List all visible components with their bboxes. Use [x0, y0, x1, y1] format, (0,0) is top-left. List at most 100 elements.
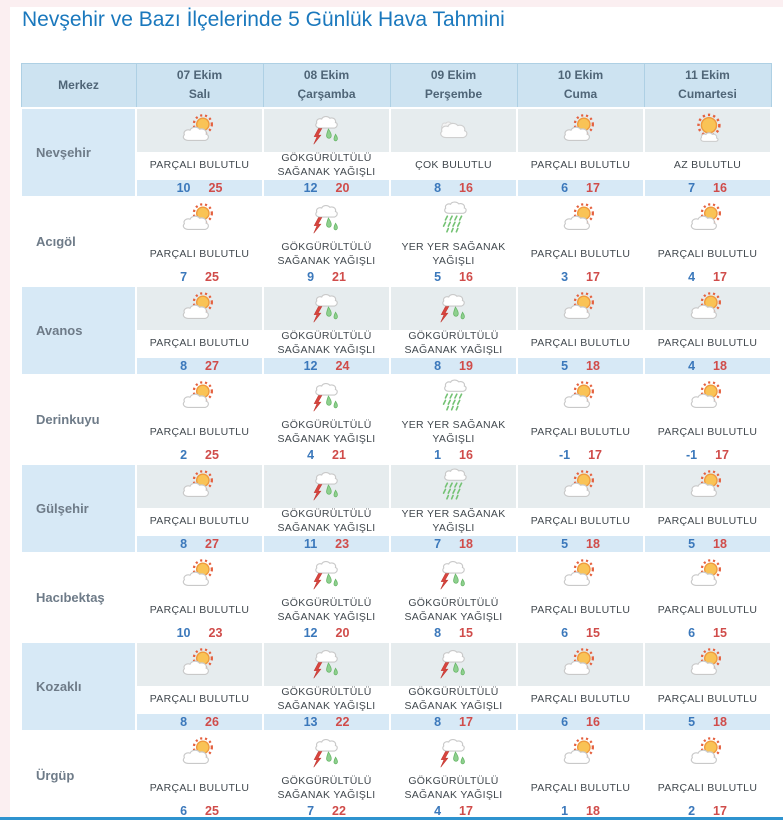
- temperature-row: 5 18: [645, 713, 770, 730]
- district-name: Ürgüp: [36, 767, 75, 783]
- condition-label: PARÇALI BULUTLU: [137, 596, 262, 625]
- table-row-urgup: Ürgüp PARÇALI BULUTLU 6 25 GÖKGÜRÜLTÜLÜ …: [20, 729, 772, 820]
- min-temperature: 5: [561, 358, 569, 373]
- forecast-cell: GÖKGÜRÜLTÜLÜ SAĞANAK YAĞIŞLI 12 24: [262, 284, 391, 376]
- condition-label: YER YER SAĞANAK YAĞIŞLI: [391, 418, 516, 447]
- max-temperature: 16: [459, 269, 473, 284]
- max-temperature: 18: [713, 714, 727, 729]
- partly-cloudy-icon: [685, 646, 731, 682]
- forecast-cell: PARÇALI BULUTLU 10 25: [135, 106, 264, 198]
- temperature-row: 5 16: [391, 268, 516, 285]
- temperature-row: 12 20: [264, 624, 389, 641]
- temperature-row: 2 17: [645, 802, 770, 819]
- forecast-cell: PARÇALI BULUTLU 5 18: [516, 284, 645, 376]
- forecast-cell: PARÇALI BULUTLU 5 18: [643, 640, 772, 732]
- weather-icon-area: [391, 108, 516, 152]
- cloudy-icon: [431, 112, 477, 148]
- table-row-kozakli: Kozaklı PARÇALI BULUTLU 8 26 GÖKGÜRÜLTÜL…: [20, 640, 772, 732]
- district-name-cell: Ürgüp: [20, 729, 137, 820]
- forecast-cell: PARÇALI BULUTLU 1 18: [516, 729, 645, 820]
- thunderstorm-icon: [304, 646, 350, 682]
- temperature-row: 13 22: [264, 713, 389, 730]
- max-temperature: 24: [335, 358, 350, 373]
- min-temperature: 10: [176, 625, 191, 640]
- district-name-cell: Kozaklı: [20, 640, 137, 732]
- temperature-row: 5 18: [518, 535, 643, 552]
- temperature-row: -1 17: [645, 446, 770, 463]
- weather-icon-area: [518, 108, 643, 152]
- temperature-row: 8 26: [137, 713, 262, 730]
- max-temperature: 18: [713, 358, 727, 373]
- max-temperature: 25: [208, 180, 223, 195]
- temperature-row: 6 25: [137, 802, 262, 819]
- max-temperature: 18: [459, 536, 473, 551]
- forecast-cell: PARÇALI BULUTLU 7 25: [135, 195, 264, 287]
- min-temperature: 6: [561, 625, 569, 640]
- max-temperature: 16: [713, 180, 727, 195]
- condition-label: PARÇALI BULUTLU: [137, 240, 262, 269]
- min-temperature: 8: [434, 714, 442, 729]
- partly-cloudy-icon: [558, 290, 604, 326]
- condition-label: PARÇALI BULUTLU: [518, 418, 643, 447]
- column-day: Cumartesi: [678, 87, 737, 102]
- forecast-cell: GÖKGÜRÜLTÜLÜ SAĞANAK YAĞIŞLI 8 17: [389, 640, 518, 732]
- forecast-cell: GÖKGÜRÜLTÜLÜ SAĞANAK YAĞIŞLI 12 20: [262, 106, 391, 198]
- temperature-row: 8 15: [391, 624, 516, 641]
- page-edge-left: [0, 0, 10, 820]
- weather-icon-area: [137, 375, 262, 419]
- partly-cloudy-icon: [177, 112, 223, 148]
- temperature-row: 8 19: [391, 357, 516, 374]
- forecast-cell: GÖKGÜRÜLTÜLÜ SAĞANAK YAĞIŞLI 11 23: [262, 462, 391, 554]
- condition-label: GÖKGÜRÜLTÜLÜ SAĞANAK YAĞIŞLI: [264, 596, 389, 625]
- max-temperature: 17: [586, 180, 600, 195]
- temperature-row: 9 21: [264, 268, 389, 285]
- condition-label: YER YER SAĞANAK YAĞIŞLI: [391, 507, 516, 536]
- forecast-cell: ÇOK BULUTLU 8 16: [389, 106, 518, 198]
- forecast-cell: PARÇALI BULUTLU -1 17: [516, 373, 645, 465]
- weather-icon-area: [518, 731, 643, 775]
- condition-label: GÖKGÜRÜLTÜLÜ SAĞANAK YAĞIŞLI: [264, 774, 389, 803]
- weather-icon-area: [391, 731, 516, 775]
- condition-label: PARÇALI BULUTLU: [518, 240, 643, 269]
- forecast-cell: GÖKGÜRÜLTÜLÜ SAĞANAK YAĞIŞLI 4 21: [262, 373, 391, 465]
- partly-cloudy-icon: [177, 557, 223, 593]
- weather-icon-area: [645, 286, 770, 330]
- min-temperature: 9: [307, 269, 315, 284]
- forecast-cell: PARÇALI BULUTLU 6 15: [643, 551, 772, 643]
- weather-icon-area: [137, 197, 262, 241]
- district-name-cell: Gülşehir: [20, 462, 137, 554]
- min-temperature: 12: [303, 358, 318, 373]
- thunderstorm-icon: [304, 290, 350, 326]
- min-temperature: 8: [434, 358, 442, 373]
- min-temperature: 7: [307, 803, 315, 818]
- condition-label: PARÇALI BULUTLU: [137, 507, 262, 536]
- weather-icon-area: [264, 108, 389, 152]
- forecast-cell: PARÇALI BULUTLU 6 17: [516, 106, 645, 198]
- thunderstorm-icon: [304, 379, 350, 415]
- thunderstorm-icon: [304, 735, 350, 771]
- rain-icon: [431, 468, 477, 504]
- forecast-cell: PARÇALI BULUTLU 6 15: [516, 551, 645, 643]
- temperature-row: 7 18: [391, 535, 516, 552]
- weather-icon-area: [137, 464, 262, 508]
- forecast-cell: GÖKGÜRÜLTÜLÜ SAĞANAK YAĞIŞLI 13 22: [262, 640, 391, 732]
- max-temperature: 25: [205, 269, 219, 284]
- temperature-row: 6 17: [518, 179, 643, 196]
- min-temperature: 8: [434, 625, 442, 640]
- max-temperature: 17: [459, 714, 473, 729]
- column-header-date: 09 Ekim Perşembe: [389, 63, 518, 108]
- weather-icon-area: [264, 731, 389, 775]
- max-temperature: 20: [335, 625, 350, 640]
- temperature-row: 5 18: [645, 535, 770, 552]
- min-temperature: 12: [303, 625, 318, 640]
- min-temperature: 3: [561, 269, 569, 284]
- page-edge-top: [0, 0, 783, 7]
- condition-label: PARÇALI BULUTLU: [645, 240, 770, 269]
- condition-label: YER YER SAĞANAK YAĞIŞLI: [391, 240, 516, 269]
- column-header-date: 07 Ekim Salı: [135, 63, 264, 108]
- max-temperature: 16: [586, 714, 600, 729]
- temperature-row: 11 23: [264, 535, 389, 552]
- min-temperature: 5: [561, 536, 569, 551]
- temperature-row: 8 27: [137, 535, 262, 552]
